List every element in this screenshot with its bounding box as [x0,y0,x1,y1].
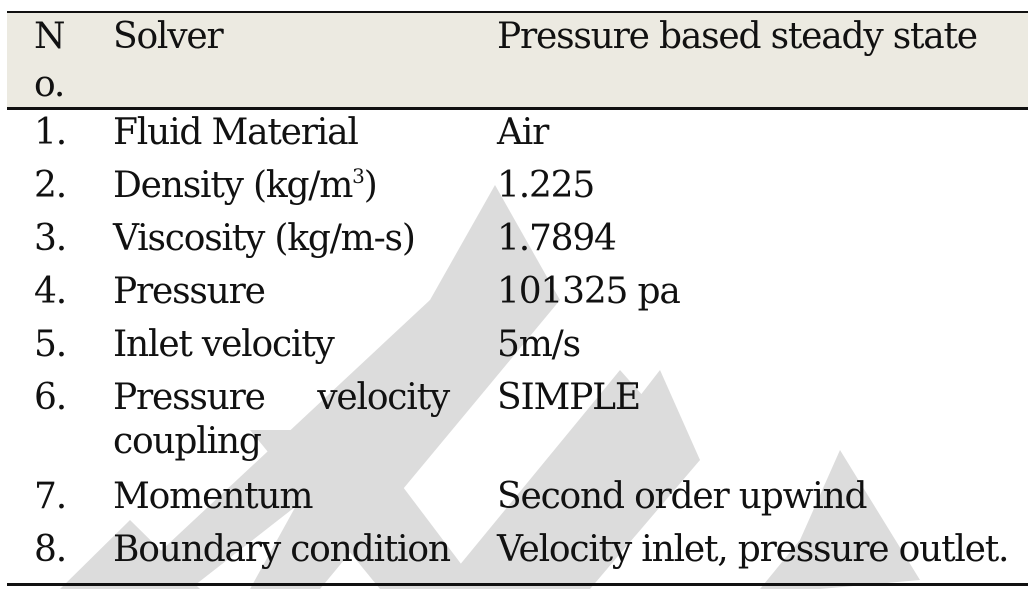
row-1-label: Fluid Material [113,112,359,153]
table-top-rule [7,11,1028,13]
row-5-value: 5m/s [497,324,581,365]
table-header-rule [7,107,1028,110]
row-6-label-word2: velocity [317,377,450,418]
row-7-label: Momentum [113,476,314,517]
row-4-value: 101325 pa [497,271,681,312]
row-5-no: 5. [34,324,67,365]
row-4-label: Pressure [113,271,266,312]
row-8-value: Velocity inlet, pressure outlet. [497,529,1009,570]
row-7-value: Second order upwind [497,476,868,517]
table-header-row [7,13,1028,107]
row-3-label: Viscosity (kg/m-s) [113,218,416,259]
row-2-label-superscript: 3 [352,164,365,188]
row-6-label-word1: Pressure [113,377,266,418]
row-3-no: 3. [34,218,67,259]
header-solver-value: Pressure based steady state [497,16,978,57]
row-5-label: Inlet velocity [113,324,335,365]
row-6-value: SIMPLE [497,377,641,418]
row-4-no: 4. [34,271,67,312]
row-2-label-tail: ) [363,165,378,206]
row-2-value: 1.225 [497,165,595,206]
row-8-label: Boundary condition [113,529,451,570]
row-1-value: Air [497,112,549,153]
row-2-label-main: Density (kg/m [113,165,353,206]
row-6-label-line2: coupling [113,421,262,462]
row-6-label-line1: Pressure velocity [113,374,450,422]
header-no-line2: o. [34,64,65,105]
header-solver: Solver [113,16,224,57]
row-6-no: 6. [34,377,67,418]
row-8-no: 8. [34,529,67,570]
header-no-line1: N [34,16,66,57]
table-bottom-rule [7,583,1028,586]
row-1-no: 1. [34,112,67,153]
row-2-no: 2. [34,165,67,206]
row-3-value: 1.7894 [497,218,617,259]
row-2-label: Density (kg/m3) [113,162,378,210]
row-7-no: 7. [34,476,67,517]
